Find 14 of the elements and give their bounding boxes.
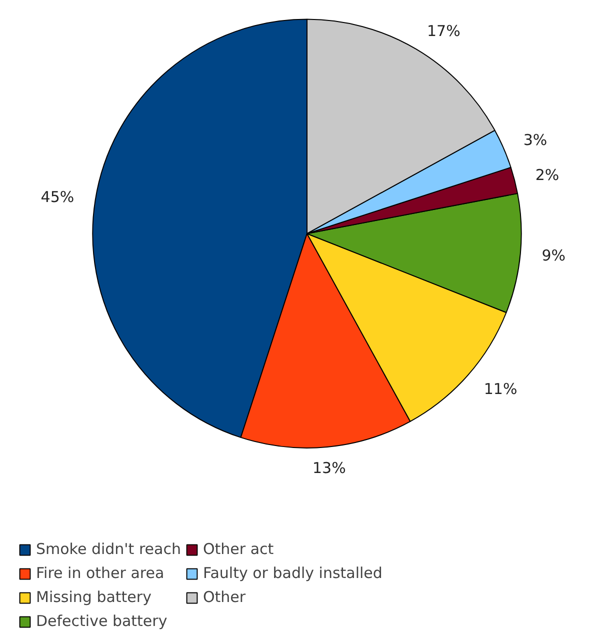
legend-label: Defective battery	[36, 611, 168, 631]
data-label: 2%	[535, 166, 560, 184]
legend-label: Other	[202, 587, 246, 607]
legend-label: Missing battery	[36, 587, 152, 607]
data-label: 45%	[40, 188, 74, 206]
data-label: 9%	[542, 246, 566, 265]
data-label: 13%	[312, 458, 346, 477]
legend-label: Fire in other area	[36, 563, 164, 583]
data-label: 17%	[427, 22, 460, 40]
data-label: 3%	[523, 131, 548, 150]
data-label: 11%	[484, 380, 518, 398]
legend-label: Smoke didn't reach	[36, 539, 181, 559]
legend-label: Other act	[202, 539, 274, 559]
legend-label: Faulty or badly installed	[202, 563, 382, 583]
